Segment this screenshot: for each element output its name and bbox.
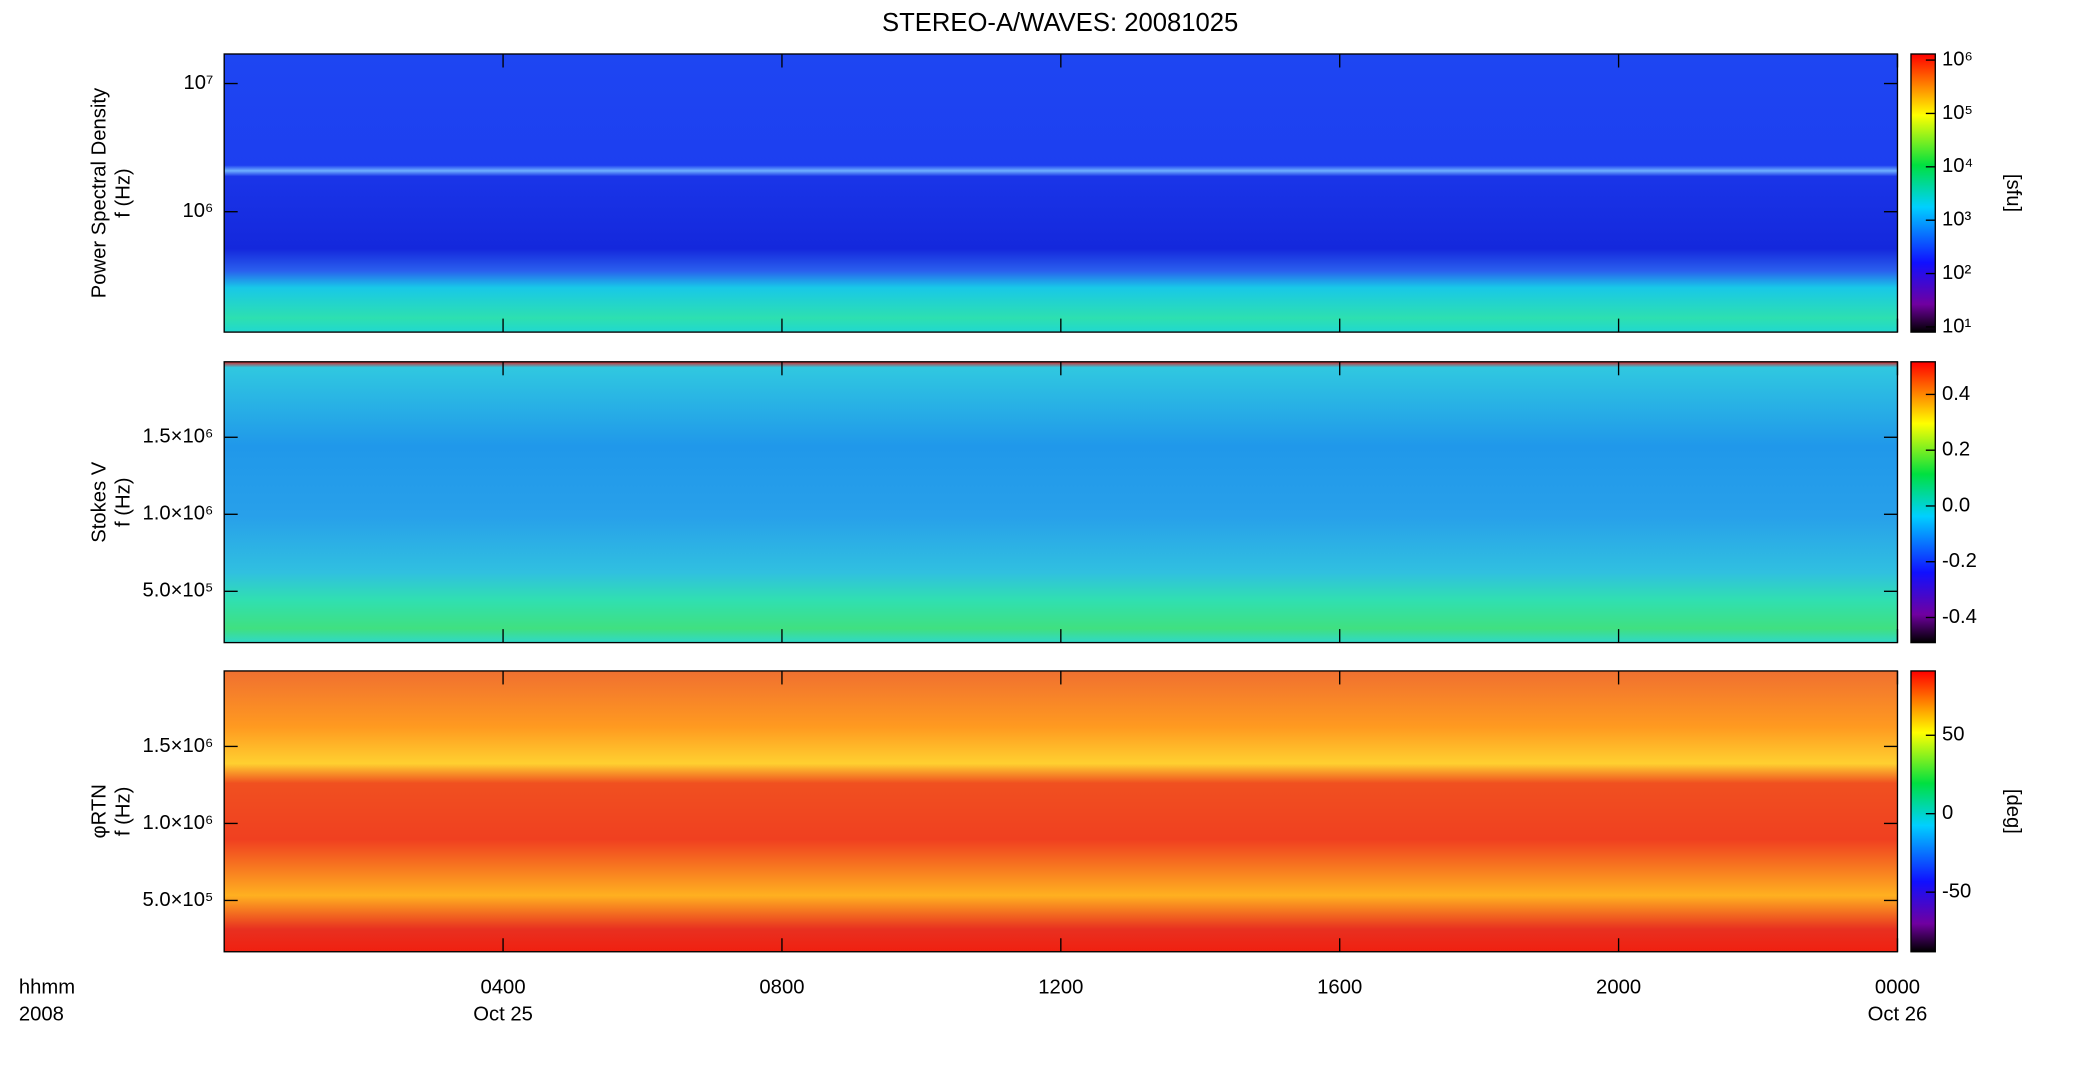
y-tick-label: 10⁶ <box>183 200 214 222</box>
colorbar-tick-label: 10⁴ <box>1942 155 1973 177</box>
colorbar-tick-label: 50 <box>1942 724 1965 746</box>
x-axis-label: hhmm <box>19 977 75 999</box>
x-tick-date: Oct 25 <box>473 1004 533 1026</box>
y-tick-label: 10⁷ <box>184 72 214 94</box>
y-axis-label: Power Spectral Density <box>88 87 110 298</box>
y-tick-label: 1.5×10⁶ <box>143 735 214 757</box>
colorbar-tick-label: -50 <box>1942 880 1971 902</box>
spectrogram <box>224 361 1898 643</box>
colorbar-tick-label: 10⁶ <box>1942 48 1973 70</box>
spectrogram <box>224 54 1898 333</box>
y-tick-label: 1.5×10⁶ <box>143 426 214 448</box>
x-axis-label: 2008 <box>19 1004 64 1026</box>
y-tick-label: 1.0×10⁶ <box>143 503 214 525</box>
y-tick-label: 5.0×10⁵ <box>142 580 213 602</box>
colorbar-tick-label: 10³ <box>1942 209 1972 231</box>
colorbar <box>1910 53 1936 333</box>
y-axis-label: f (Hz) <box>113 787 135 836</box>
x-tick-label: 1600 <box>1317 977 1362 999</box>
x-tick-label: 0000 <box>1875 977 1920 999</box>
colorbar-tick-label: -0.2 <box>1942 550 1977 572</box>
colorbar-tick-label: 10¹ <box>1942 315 1972 337</box>
x-tick-date: Oct 26 <box>1868 1004 1928 1026</box>
y-tick-label: 5.0×10⁵ <box>142 889 213 911</box>
spectrogram <box>224 670 1898 952</box>
y-axis-label: Stokes V <box>88 461 110 543</box>
colorbar-label: [deg] <box>2002 789 2024 834</box>
chart-title: STEREO-A/WAVES: 20081025 <box>882 9 1238 37</box>
colorbar-tick-label: 0.0 <box>1942 494 1970 516</box>
colorbar-tick-label: 10² <box>1942 262 1972 284</box>
colorbar-label: [sfu] <box>2002 174 2024 212</box>
colorbar-tick-label: 0 <box>1942 802 1953 824</box>
y-axis-label: φRTN <box>88 784 110 838</box>
y-axis-label: f (Hz) <box>113 477 135 526</box>
x-tick-label: 1200 <box>1038 977 1083 999</box>
colorbar <box>1910 361 1936 644</box>
colorbar <box>1910 670 1936 953</box>
x-tick-label: 2000 <box>1596 977 1641 999</box>
colorbar-tick-label: -0.4 <box>1942 606 1977 628</box>
y-axis-label: f (Hz) <box>113 168 135 217</box>
colorbar-tick-label: 10⁵ <box>1942 102 1973 124</box>
x-tick-label: 0800 <box>759 977 804 999</box>
colorbar-tick-label: 0.2 <box>1942 439 1970 461</box>
y-tick-label: 1.0×10⁶ <box>143 812 214 834</box>
colorbar-tick-label: 0.4 <box>1942 383 1970 405</box>
x-tick-label: 0400 <box>481 977 526 999</box>
